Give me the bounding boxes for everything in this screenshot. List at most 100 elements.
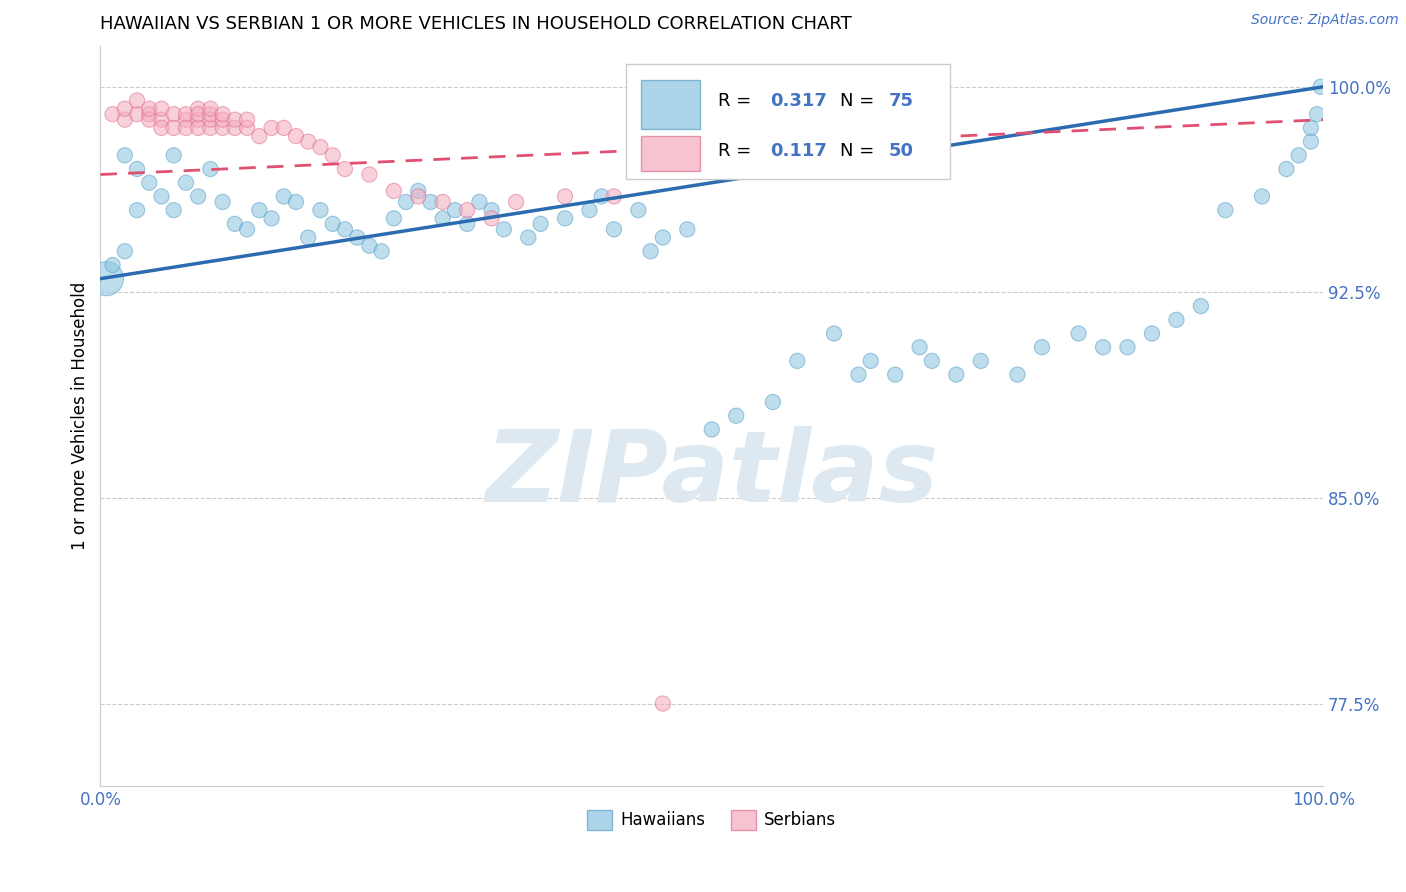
Point	[96, 271, 118, 285]
Point	[395, 194, 418, 209]
Point	[627, 203, 650, 218]
Point	[786, 354, 808, 368]
Point	[676, 222, 699, 236]
Point	[200, 107, 222, 121]
Point	[945, 368, 967, 382]
Point	[247, 129, 270, 144]
Point	[285, 194, 308, 209]
Point	[1140, 326, 1163, 341]
Point	[247, 203, 270, 218]
Point	[174, 176, 197, 190]
Point	[174, 120, 197, 135]
Point	[333, 161, 356, 176]
Point	[101, 258, 124, 272]
Point	[114, 148, 136, 162]
Point	[481, 211, 503, 226]
Point	[554, 211, 576, 226]
Point	[138, 107, 160, 121]
Text: R =: R =	[718, 92, 756, 111]
Point	[224, 217, 246, 231]
Bar	[641, 80, 700, 128]
Bar	[641, 136, 700, 171]
Point	[297, 230, 319, 244]
Point	[359, 168, 381, 182]
Point	[884, 368, 907, 382]
Point	[1213, 203, 1236, 218]
Point	[187, 120, 209, 135]
Point	[211, 112, 233, 127]
Text: 0.117: 0.117	[770, 142, 827, 160]
Point	[187, 107, 209, 121]
Point	[333, 222, 356, 236]
Point	[554, 189, 576, 203]
Point	[640, 244, 662, 259]
Point	[150, 189, 173, 203]
Point	[1306, 107, 1329, 121]
Point	[260, 211, 283, 226]
Point	[1299, 120, 1322, 135]
Point	[517, 230, 540, 244]
Point	[114, 112, 136, 127]
Point	[114, 102, 136, 116]
Text: ZIPatlas: ZIPatlas	[485, 426, 938, 524]
Point	[101, 107, 124, 121]
Point	[1031, 340, 1053, 354]
Point	[163, 107, 186, 121]
Point	[150, 120, 173, 135]
Point	[125, 94, 148, 108]
Point	[187, 189, 209, 203]
Point	[382, 184, 405, 198]
Point	[1288, 148, 1310, 162]
Point	[591, 189, 613, 203]
Point	[125, 161, 148, 176]
Point	[921, 354, 943, 368]
Point	[163, 120, 186, 135]
Point	[456, 217, 478, 231]
Point	[456, 203, 478, 218]
Point	[908, 340, 931, 354]
Point	[370, 244, 392, 259]
Point	[578, 203, 600, 218]
Point	[187, 102, 209, 116]
Point	[444, 203, 467, 218]
Point	[174, 112, 197, 127]
Point	[200, 161, 222, 176]
Text: 50: 50	[889, 142, 914, 160]
Point	[1166, 313, 1188, 327]
Point	[260, 120, 283, 135]
Point	[125, 203, 148, 218]
Point	[603, 189, 626, 203]
Y-axis label: 1 or more Vehicles in Household: 1 or more Vehicles in Household	[72, 282, 89, 549]
Point	[432, 194, 454, 209]
Text: Source: ZipAtlas.com: Source: ZipAtlas.com	[1251, 13, 1399, 28]
Point	[346, 230, 368, 244]
Point	[406, 189, 429, 203]
Point	[309, 140, 332, 154]
Point	[200, 112, 222, 127]
Text: 0.317: 0.317	[770, 92, 827, 111]
Point	[823, 326, 845, 341]
Point	[138, 176, 160, 190]
Point	[187, 112, 209, 127]
Point	[1275, 161, 1298, 176]
Point	[1116, 340, 1139, 354]
Point	[309, 203, 332, 218]
Point	[529, 217, 551, 231]
Point	[603, 222, 626, 236]
Point	[163, 148, 186, 162]
Point	[150, 102, 173, 116]
Point	[406, 184, 429, 198]
Point	[236, 120, 259, 135]
Point	[382, 211, 405, 226]
Point	[273, 120, 295, 135]
Point	[273, 189, 295, 203]
Point	[762, 395, 785, 409]
Point	[700, 422, 723, 436]
Point	[150, 112, 173, 127]
Point	[1299, 135, 1322, 149]
Point	[125, 107, 148, 121]
Point	[211, 107, 233, 121]
Point	[163, 203, 186, 218]
Point	[651, 230, 673, 244]
Point	[1251, 189, 1274, 203]
